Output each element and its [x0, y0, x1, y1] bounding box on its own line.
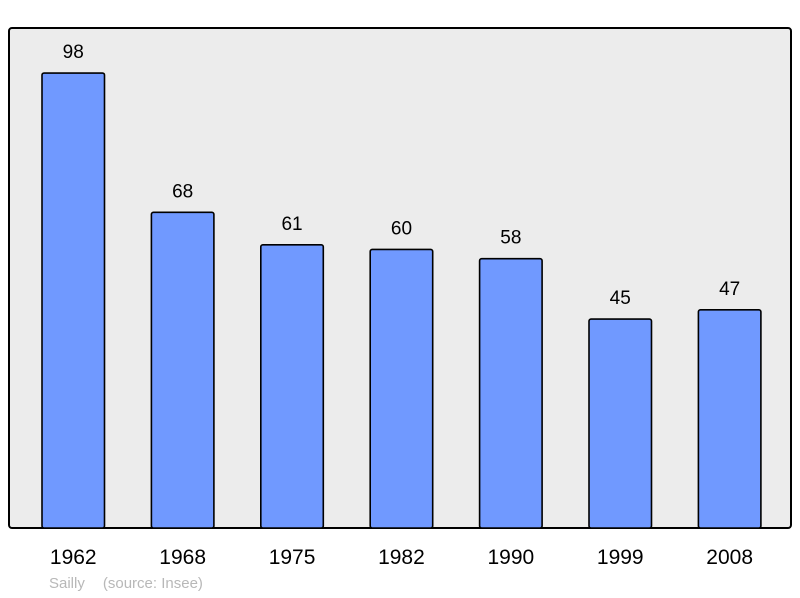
bar-1990	[478, 257, 543, 529]
bar-1999	[588, 318, 653, 529]
place-name: Sailly	[49, 575, 85, 592]
data-label: 98	[63, 42, 84, 63]
bar-2008	[697, 309, 762, 529]
data-label: 68	[172, 181, 193, 202]
x-tick-label: 2008	[706, 546, 753, 569]
footer: Sailly (source: Insee)	[49, 575, 221, 592]
bar-1968	[150, 211, 215, 529]
x-tick-label: 1975	[269, 546, 316, 569]
x-tick-label: 1962	[50, 546, 97, 569]
x-tick-label: 1968	[159, 546, 206, 569]
data-label: 47	[719, 279, 740, 300]
bar-1982	[369, 248, 434, 529]
data-label: 45	[610, 288, 631, 309]
data-label: 60	[391, 218, 412, 239]
source-note: (source: Insee)	[102, 575, 203, 592]
x-tick-label: 1999	[597, 546, 644, 569]
data-label: 61	[281, 214, 302, 235]
data-label: 58	[500, 228, 521, 249]
bar-1962	[41, 72, 106, 529]
x-tick-label: 1990	[487, 546, 534, 569]
bar-1975	[259, 244, 325, 529]
x-tick-label: 1982	[378, 546, 425, 569]
